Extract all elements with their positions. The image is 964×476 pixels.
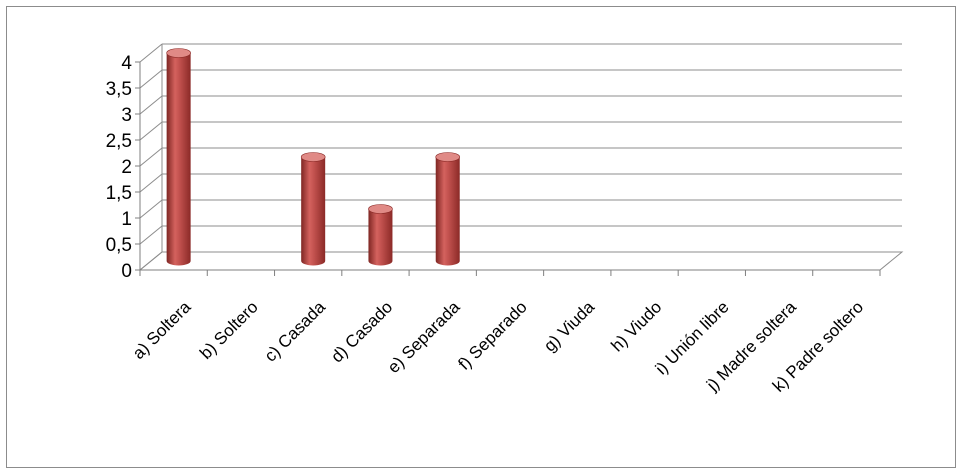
y-tick-label: 3,5 bbox=[106, 79, 132, 100]
bar-top bbox=[166, 48, 191, 58]
y-tick-label: 2 bbox=[121, 157, 132, 178]
x-tick-label: e) Separada bbox=[384, 297, 464, 377]
bar-body bbox=[166, 53, 191, 266]
bar-top bbox=[435, 152, 461, 162]
bar-body bbox=[368, 209, 393, 266]
gridline-side bbox=[139, 43, 163, 63]
gridline-side bbox=[139, 95, 163, 115]
gridline-side bbox=[139, 225, 163, 245]
gridline-side bbox=[139, 121, 163, 141]
y-tick-label: 4 bbox=[121, 53, 132, 74]
bar bbox=[435, 152, 461, 266]
y-tick-label: 0 bbox=[121, 261, 132, 282]
gridlines bbox=[139, 43, 902, 271]
y-tick-label: 2,5 bbox=[106, 131, 132, 152]
bars bbox=[166, 48, 461, 266]
y-axis: 0 0,5 1 1,5 2 2,5 3 3,5 4 bbox=[106, 53, 141, 282]
bar bbox=[166, 48, 191, 266]
y-tick-label: 0,5 bbox=[106, 235, 132, 256]
bar-top bbox=[300, 152, 326, 162]
y-tick-label: 1,5 bbox=[106, 183, 132, 204]
chart-frame bbox=[6, 6, 956, 468]
x-tick-label: b) Soltero bbox=[196, 297, 262, 363]
x-tick-label: c) Casada bbox=[261, 297, 330, 366]
gridline-side bbox=[139, 251, 163, 271]
bar-top bbox=[368, 204, 393, 214]
x-tick-label: g) Viuda bbox=[540, 297, 598, 355]
chart-floor bbox=[138, 251, 904, 271]
gridline-side bbox=[139, 69, 163, 89]
bar-body bbox=[435, 157, 460, 266]
x-tick-label: d) Casado bbox=[327, 297, 396, 366]
y-tick-label: 3 bbox=[121, 105, 132, 126]
gridline-side bbox=[139, 199, 163, 219]
gridline-side bbox=[139, 147, 163, 167]
y-tick-label: 1 bbox=[121, 209, 132, 230]
bar-body bbox=[301, 157, 326, 266]
bar bbox=[368, 204, 393, 266]
gridline-side bbox=[139, 173, 163, 193]
x-tick-label: f) Separado bbox=[455, 297, 531, 373]
x-tick-label: h) Viudo bbox=[607, 297, 665, 355]
chart-walls bbox=[138, 44, 904, 271]
bar bbox=[300, 152, 326, 266]
x-tick-label: a) Soltera bbox=[129, 297, 195, 363]
